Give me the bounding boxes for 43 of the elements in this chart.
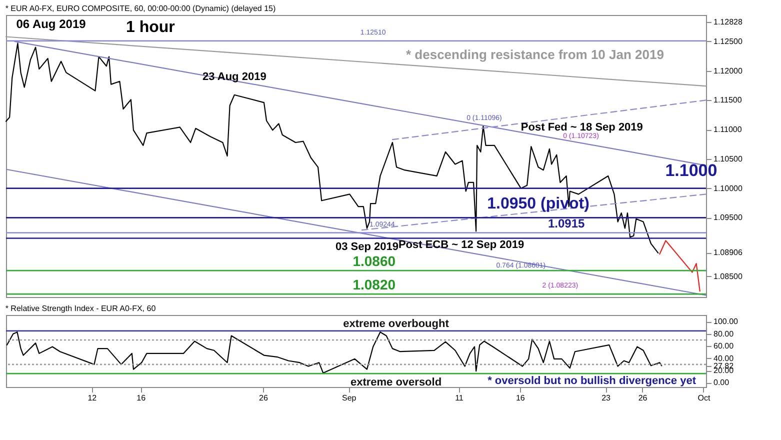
y-tick-label: 1.09500 bbox=[714, 213, 743, 222]
annotation: * oversold but no bullish divergence yet bbox=[488, 375, 696, 387]
x-tick-label: 16 bbox=[136, 394, 146, 402]
chart-title: * EUR A0-FX, EURO COMPOSITE, 60, 00:00-00:00 (Dynamic) (delayed 15) bbox=[5, 4, 276, 13]
annotation: * descending resistance from 10 Jan 2019 bbox=[406, 47, 664, 62]
x-tick-label: 12 bbox=[88, 394, 98, 402]
y-tick-label: 40.00 bbox=[714, 354, 734, 363]
x-tick-label: 11 bbox=[455, 394, 464, 402]
x-tick-label: 23 bbox=[602, 394, 612, 402]
chart-title: * Relative Strength Index - EUR A0-FX, 60 bbox=[5, 304, 156, 313]
x-tick-label: 16 bbox=[516, 394, 526, 402]
annotation: 23 Aug 2019 bbox=[202, 71, 266, 84]
x-tick-label: Sep bbox=[342, 394, 357, 402]
annotation: 1.0915 bbox=[548, 216, 585, 231]
x-tick-label: 26 bbox=[638, 394, 648, 402]
annotation: 1.0820 bbox=[352, 276, 396, 292]
ref-line-label: extreme overbought bbox=[343, 318, 450, 330]
y-tick-label: 1.08500 bbox=[714, 272, 743, 281]
annotation: 06 Aug 2019 bbox=[16, 17, 86, 31]
annotation: 1.0950 (pivot) bbox=[487, 195, 590, 212]
annotation: Post Fed ~ 18 Sep 2019 bbox=[520, 121, 643, 134]
annotation: Post ECB ~ 12 Sep 2019 bbox=[398, 238, 524, 251]
y-tick-label: 1.11500 bbox=[714, 96, 742, 105]
y-tick-label: 1.08906 bbox=[714, 248, 743, 258]
y-tick-label: 1.12828 bbox=[714, 18, 743, 27]
ref-line-label: extreme oversold bbox=[350, 376, 442, 389]
y-tick-label: 1.11000 bbox=[714, 125, 742, 134]
y-tick-label: 1.10500 bbox=[714, 154, 743, 164]
annotation: 1 hour bbox=[126, 19, 175, 36]
y-tick-label: 60.00 bbox=[714, 342, 734, 351]
line-series bbox=[6, 332, 662, 374]
y-tick-label: 100.00 bbox=[714, 317, 739, 326]
y-tick-label: 1.12000 bbox=[714, 66, 743, 76]
annotation: 03 Sep 2019 bbox=[335, 240, 398, 253]
annotation: 1.0860 bbox=[352, 252, 396, 269]
y-tick-label: 0.00 bbox=[714, 378, 730, 388]
line-series bbox=[659, 240, 700, 292]
annotation: 1.1000 bbox=[665, 160, 718, 180]
x-tick-label: Oct bbox=[698, 394, 711, 402]
y-tick-label: 1.12500 bbox=[714, 36, 743, 46]
y-tick-label: 80.00 bbox=[714, 329, 734, 338]
y-tick-label: 1.10000 bbox=[714, 184, 743, 193]
x-tick-label: 26 bbox=[259, 394, 268, 402]
